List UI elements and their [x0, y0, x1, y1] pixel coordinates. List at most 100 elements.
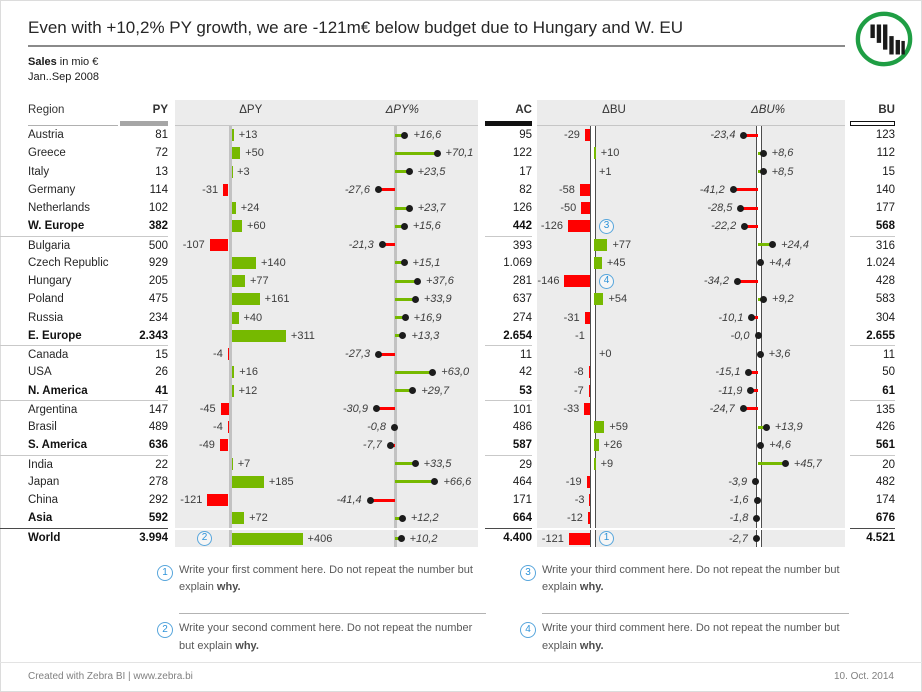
- variance-pct-line: [395, 170, 410, 174]
- variance-value-label: +16: [239, 366, 258, 379]
- spacer: [895, 509, 922, 527]
- report-subtitle: Sales in mio €: [28, 56, 922, 68]
- table-body: Austria 81 +13 +16,6 95 -29 -23,4 123 Greece 72 +5…: [0, 126, 922, 548]
- variance-pct-dot: [391, 423, 399, 431]
- table-row: Austria 81 +13 +16,6 95 -29 -23,4 123: [0, 126, 922, 145]
- variance-value-label: -45: [199, 402, 216, 415]
- variance-value-label: +1: [599, 165, 612, 178]
- variance-value-label: +0: [599, 348, 612, 360]
- delta-py-panel: +50 +70,1: [175, 144, 478, 163]
- py-value: 382: [148, 220, 168, 233]
- variance-pct-label: -24,7: [709, 402, 735, 415]
- variance-bar: [579, 183, 590, 196]
- comment-marker-1: 1: [599, 531, 614, 546]
- ac-value: 82: [519, 183, 532, 196]
- variance-pct-label: -41,2: [699, 183, 725, 196]
- comment-1-marker: 1: [157, 564, 173, 581]
- spacer: [168, 126, 175, 144]
- variance-pct-line: [758, 425, 767, 429]
- region-name: India: [0, 454, 120, 474]
- table-row: Czech Republic 929 +140 +15,1 1.069 +45 +4,4 1.…: [0, 253, 922, 273]
- variance-bar: [231, 129, 234, 142]
- spacer: [168, 327, 175, 345]
- bu-value: 426: [875, 421, 895, 433]
- variance-value-label: +10: [600, 147, 620, 160]
- variance-pct-label: +3,6: [768, 348, 791, 360]
- delta-py-panel: +161 +33,9: [175, 290, 478, 309]
- variance-pct-line: [395, 224, 405, 228]
- variance-pct-dot: [375, 350, 383, 358]
- variance-pct-dot: [399, 332, 407, 340]
- spacer: [895, 272, 922, 290]
- variance-pct-dot: [366, 496, 374, 504]
- table-row: Netherlands 102 +24 +23,7 126 -50 -28,5 177: [0, 199, 922, 218]
- variance-pct-dot: [781, 460, 789, 468]
- delta-py-panel: +12 +29,7: [175, 381, 478, 401]
- delta-py-panel: +24 +23,7: [175, 199, 478, 218]
- variance-pct-label: -28,5: [707, 202, 733, 214]
- delta-bu-panel: -29 -23,4: [537, 126, 845, 145]
- region-header-rule: [28, 125, 118, 126]
- variance-pct-label: -10,1: [718, 311, 744, 324]
- variance-value-label: +406: [307, 532, 333, 545]
- variance-value-label: -29: [564, 129, 580, 141]
- bu-value: 2.655: [866, 329, 895, 342]
- variance-bar: [594, 457, 596, 470]
- variance-pct-dot: [729, 186, 737, 194]
- variance-bar: [564, 275, 590, 288]
- variance-pct-label: -22,2: [711, 220, 737, 233]
- bu-value: 583: [875, 293, 895, 306]
- spacer: [478, 272, 485, 290]
- spacer: [168, 290, 175, 308]
- variance-pct-dot: [386, 441, 394, 449]
- region-name: W. Europe: [28, 220, 85, 233]
- spacer: [895, 418, 922, 436]
- region-name: S. America: [28, 439, 88, 452]
- spacer: [895, 400, 922, 419]
- spacer: [478, 363, 485, 381]
- variance-pct-dot: [409, 387, 417, 395]
- variance-pct-label: -0,0: [730, 329, 750, 342]
- variance-bar: [231, 147, 241, 160]
- variance-value-label: -7: [574, 384, 584, 397]
- variance-bar: [594, 147, 596, 160]
- variance-bar: [231, 512, 245, 525]
- delta-py-panel: +406 +10,2 2: [175, 527, 478, 548]
- variance-pct-label: -23,4: [710, 129, 736, 141]
- variance-pct-dot: [378, 241, 386, 249]
- spacer: [168, 455, 175, 474]
- bu-value: 112: [876, 147, 895, 160]
- comment-1-text: Write your first comment here. Do not re…: [179, 563, 473, 594]
- variance-pct-label: +66,6: [443, 475, 472, 488]
- delta-py-panel: -121 -41,4: [175, 491, 478, 510]
- variance-value-label: +50: [245, 147, 264, 160]
- variance-pct-label: +70,1: [445, 147, 474, 160]
- region-name: Japan: [28, 475, 60, 488]
- table-row: W. Europe 382 +60 +15,6 442 -126 -22,2 3 568: [0, 217, 922, 236]
- spacer: [478, 100, 485, 126]
- spacer: [168, 236, 175, 255]
- variance-bar: [227, 348, 229, 361]
- variance-bar: [581, 202, 590, 215]
- variance-pct-line: [395, 206, 410, 210]
- variance-pct-dot: [757, 259, 765, 267]
- variance-pct-label: +37,6: [426, 275, 454, 287]
- region-name: Czech Republic: [28, 256, 109, 269]
- spacer: [478, 345, 485, 364]
- variance-pct-dot: [405, 204, 413, 212]
- variance-pct-label: -2,7: [728, 532, 748, 545]
- table-row: Italy 13 +3 +23,5 17 +1 +8,5 15: [0, 162, 922, 182]
- zebra-bi-logo-icon: [855, 11, 913, 67]
- variance-pct-dot: [739, 405, 747, 413]
- variance-value-label: -58: [558, 183, 575, 196]
- delta-py-panel: +60 +15,6: [175, 217, 478, 236]
- spacer: [478, 382, 485, 400]
- delta-bu-panel: -8 -15,1: [537, 363, 845, 382]
- ac-value: 171: [512, 494, 532, 506]
- bu-value: 304: [875, 311, 895, 324]
- spacer: [168, 509, 175, 527]
- spacer: [478, 181, 485, 199]
- variance-pct-label: +24,4: [781, 238, 809, 251]
- variance-bar: [568, 532, 590, 545]
- spacer: [895, 217, 922, 235]
